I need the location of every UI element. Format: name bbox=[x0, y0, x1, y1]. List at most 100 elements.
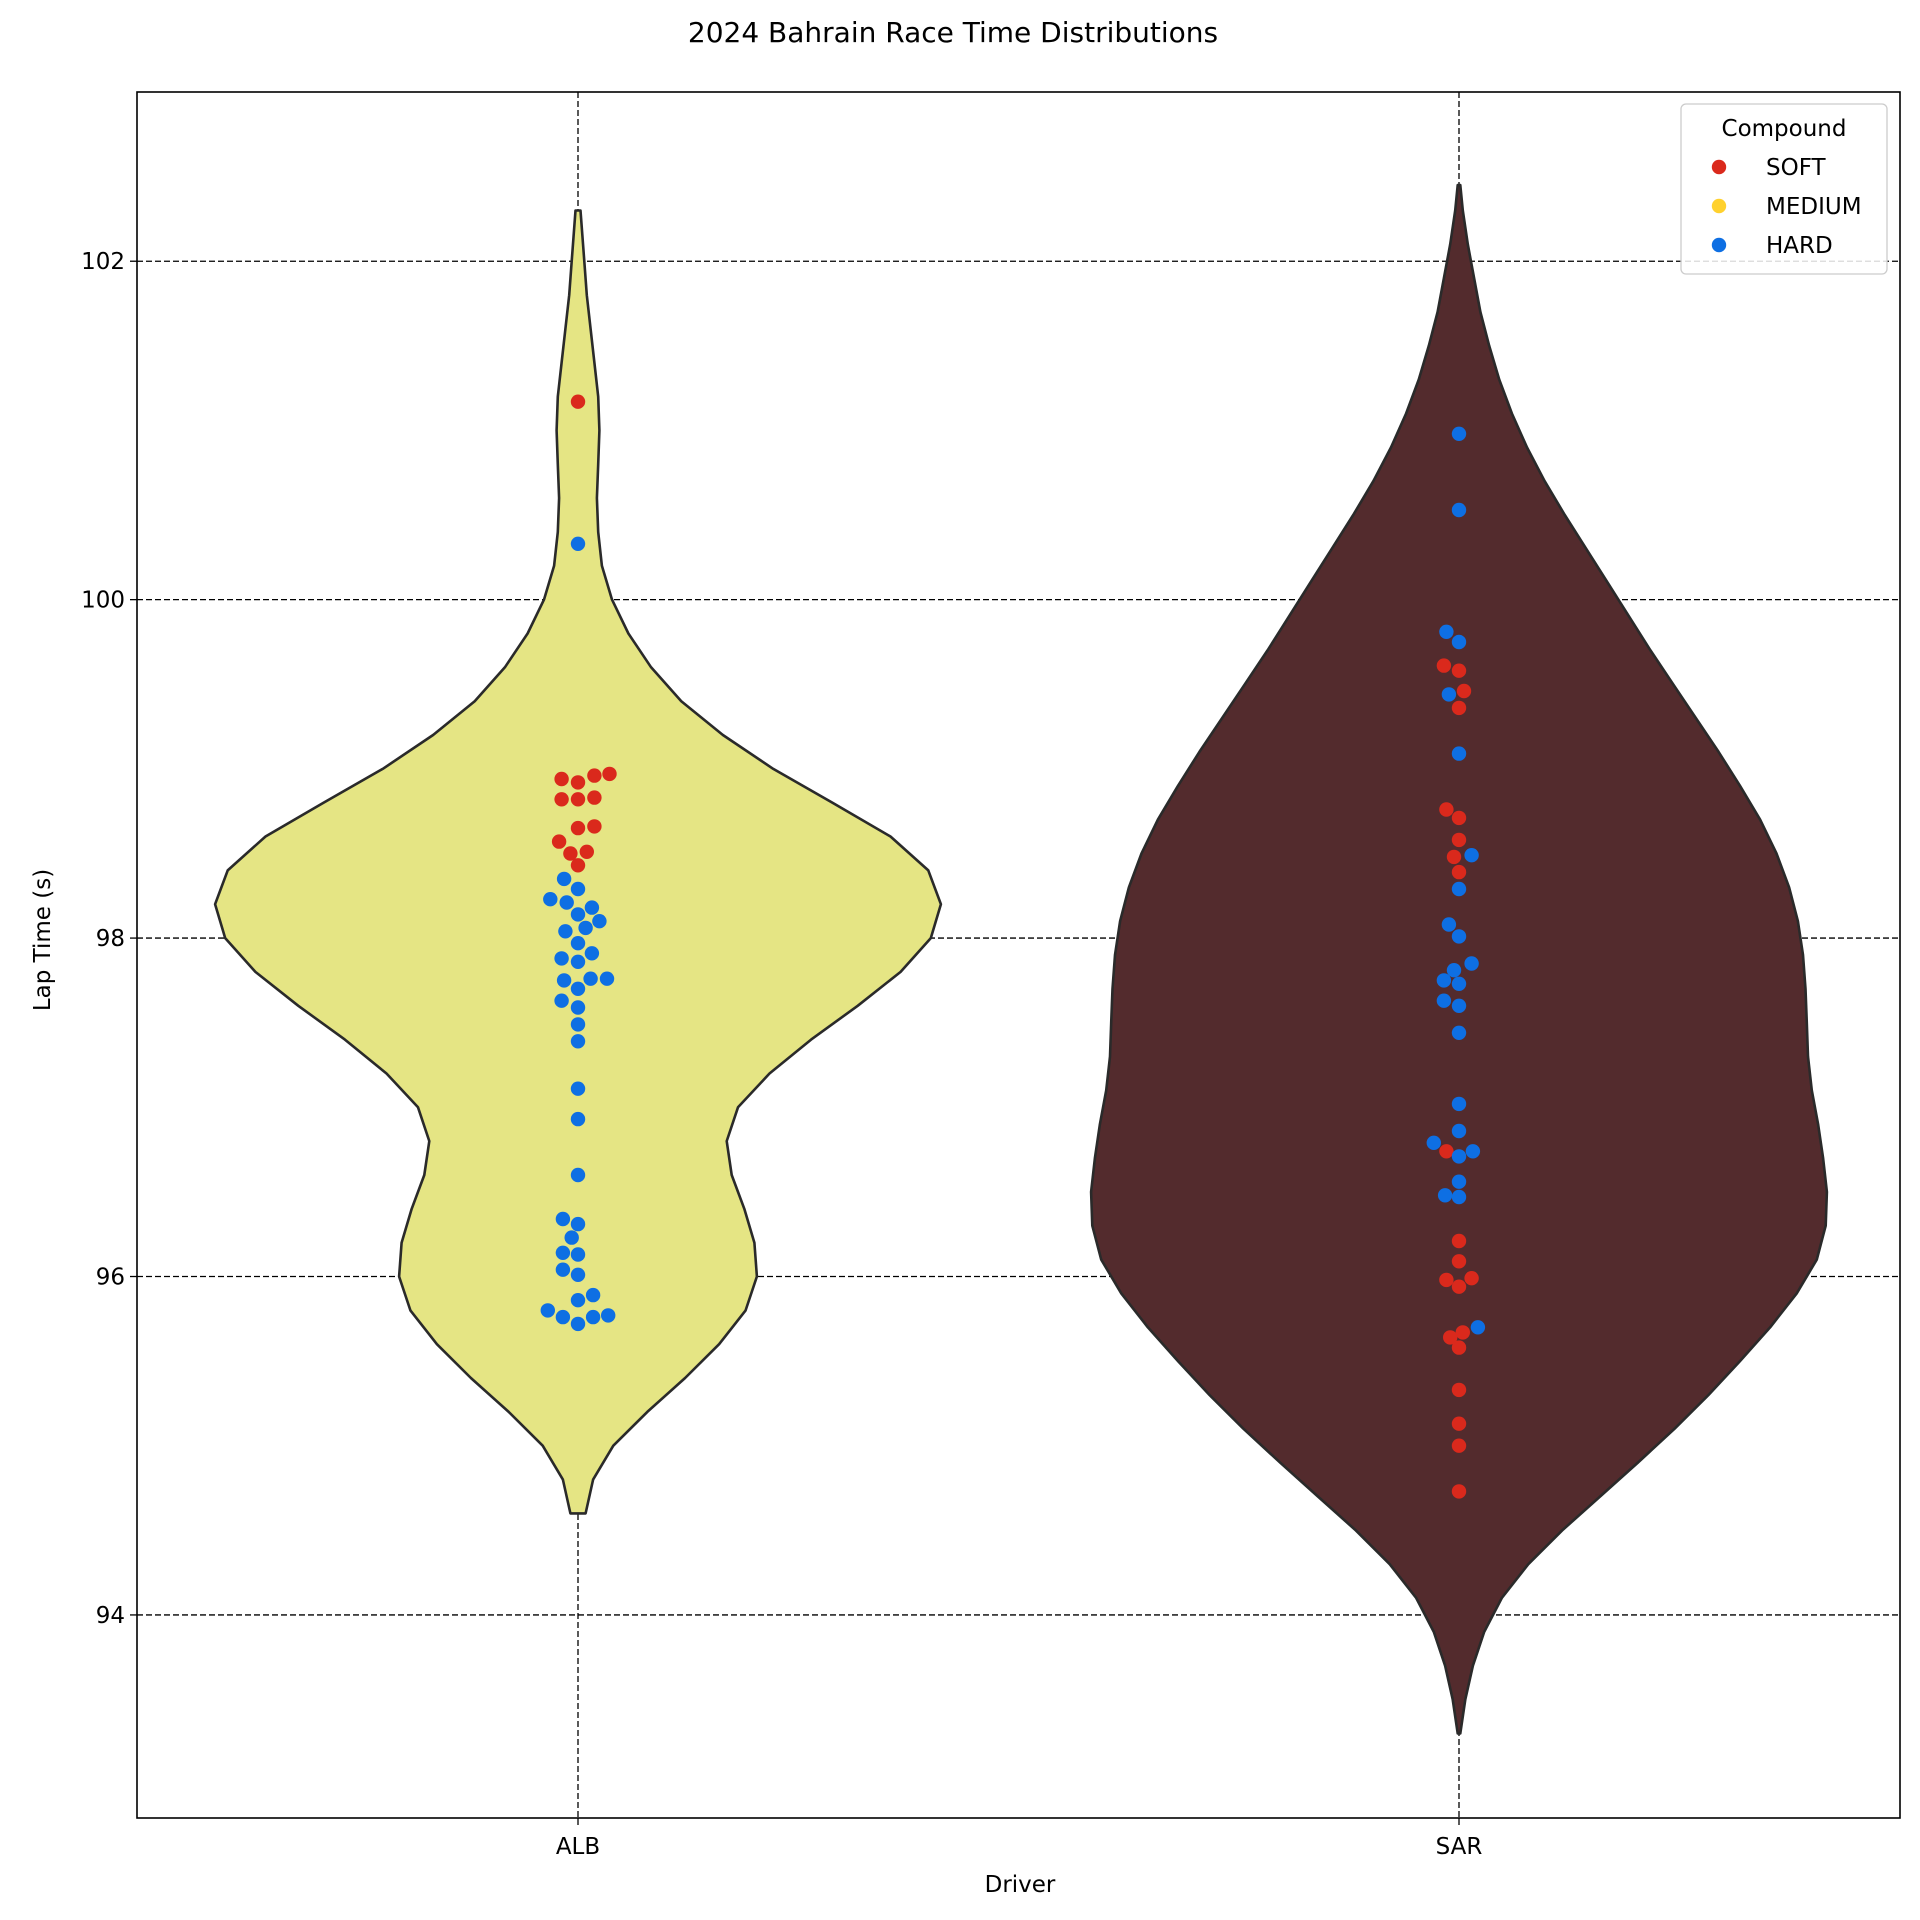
data-point-soft bbox=[570, 394, 586, 409]
data-point-soft bbox=[602, 766, 617, 782]
data-point-hard bbox=[1465, 1144, 1481, 1159]
data-point-hard bbox=[555, 1245, 571, 1261]
data-point-hard bbox=[1436, 993, 1452, 1008]
data-point-hard bbox=[554, 951, 569, 966]
legend-title: Compound bbox=[1722, 116, 1847, 142]
plot-frame bbox=[136, 91, 1901, 1819]
y-tick-label: 102 bbox=[81, 249, 125, 275]
data-point-hard bbox=[555, 1309, 571, 1325]
y-axis-label: Lap Time (s) bbox=[30, 869, 56, 1011]
legend-marker-soft bbox=[1711, 159, 1727, 175]
data-point-soft bbox=[587, 790, 602, 805]
data-point-hard bbox=[1451, 998, 1467, 1013]
data-point-soft bbox=[1443, 1330, 1458, 1345]
x-tick-label: SAR bbox=[1436, 1834, 1483, 1860]
data-point-hard bbox=[543, 892, 558, 907]
data-point-soft bbox=[1451, 1279, 1467, 1294]
data-point-hard bbox=[601, 1308, 616, 1323]
data-point-soft bbox=[563, 846, 578, 861]
data-point-soft bbox=[1451, 1233, 1467, 1249]
data-point-soft bbox=[1451, 864, 1467, 880]
data-point-hard bbox=[570, 1216, 586, 1232]
data-point-hard bbox=[1470, 1320, 1486, 1335]
data-point-hard bbox=[570, 1267, 586, 1283]
data-point-hard bbox=[556, 871, 572, 887]
data-point-hard bbox=[585, 1287, 601, 1303]
data-point-soft bbox=[1451, 1340, 1467, 1355]
data-point-hard bbox=[1451, 1189, 1467, 1205]
data-point-hard bbox=[1451, 1096, 1467, 1112]
data-point-hard bbox=[570, 954, 586, 969]
y-tick-label: 96 bbox=[96, 1265, 125, 1291]
data-point-hard bbox=[1441, 917, 1457, 932]
data-point-hard bbox=[556, 973, 572, 988]
data-point-hard bbox=[1451, 929, 1467, 944]
data-point-hard bbox=[559, 895, 574, 910]
data-point-hard bbox=[570, 1293, 586, 1308]
legend-box bbox=[1680, 103, 1888, 275]
data-point-soft bbox=[1451, 1382, 1467, 1398]
violins bbox=[213, 183, 1829, 1735]
data-point-soft bbox=[1451, 1416, 1467, 1431]
legend: Compound SOFT MEDIUM HARD bbox=[1680, 103, 1888, 275]
data-point-hard bbox=[1451, 502, 1467, 518]
violin-sar bbox=[1089, 183, 1829, 1735]
chart-title: 2024 Bahrain Race Time Distributions bbox=[688, 16, 1218, 49]
data-point-hard bbox=[1451, 1123, 1467, 1139]
data-point-soft bbox=[1439, 802, 1454, 817]
data-point-soft bbox=[551, 834, 567, 849]
x-tick-label: ALB bbox=[556, 1834, 600, 1860]
data-point-hard bbox=[558, 924, 573, 939]
data-point-soft bbox=[1451, 810, 1467, 826]
data-point-soft bbox=[1446, 849, 1462, 865]
data-point-hard bbox=[584, 946, 600, 961]
data-point-hard bbox=[599, 971, 615, 986]
data-point-hard bbox=[1426, 1135, 1442, 1151]
data-point-soft bbox=[1451, 1254, 1467, 1269]
data-point-soft bbox=[554, 771, 569, 787]
data-point-soft bbox=[587, 819, 602, 834]
legend-label-soft: SOFT bbox=[1766, 155, 1827, 181]
data-point-hard bbox=[1451, 1174, 1467, 1189]
data-point-hard bbox=[570, 1167, 586, 1183]
data-point-hard bbox=[1451, 1149, 1467, 1164]
data-point-hard bbox=[1436, 973, 1452, 988]
data-point-hard bbox=[570, 1017, 586, 1032]
data-point-hard bbox=[585, 1309, 601, 1325]
y-tick-label: 100 bbox=[81, 588, 125, 614]
data-point-hard bbox=[1451, 881, 1467, 897]
data-point-hard bbox=[554, 993, 569, 1008]
data-point-hard bbox=[570, 1111, 586, 1127]
legend-marker-hard bbox=[1711, 237, 1727, 253]
data-point-hard bbox=[1451, 634, 1467, 650]
data-point-hard bbox=[1446, 963, 1462, 978]
y-tick-label: 94 bbox=[96, 1603, 125, 1629]
data-point-hard bbox=[1439, 624, 1454, 639]
data-point-hard bbox=[570, 1000, 586, 1015]
data-point-hard bbox=[583, 971, 598, 986]
data-point-hard bbox=[570, 907, 586, 922]
data-point-hard bbox=[540, 1303, 555, 1318]
data-point-hard bbox=[570, 936, 586, 951]
data-point-hard bbox=[1451, 426, 1467, 441]
data-point-hard bbox=[1451, 1025, 1467, 1041]
data-point-soft bbox=[1451, 1438, 1467, 1453]
data-point-soft bbox=[1439, 1272, 1454, 1288]
data-point-hard bbox=[592, 914, 607, 929]
data-point-hard bbox=[1464, 848, 1479, 863]
data-point-hard bbox=[570, 536, 586, 551]
data-point-hard bbox=[555, 1211, 571, 1227]
data-point-soft bbox=[554, 792, 569, 807]
data-point-soft bbox=[570, 820, 586, 836]
legend-label-hard: HARD bbox=[1766, 233, 1833, 259]
data-point-hard bbox=[1464, 956, 1479, 971]
swarm-points bbox=[540, 394, 1486, 1499]
data-point-hard bbox=[570, 1081, 586, 1096]
data-point-hard bbox=[570, 1316, 586, 1332]
data-point-hard bbox=[1437, 1188, 1453, 1203]
x-axis-label: Driver bbox=[985, 1872, 1056, 1898]
data-point-soft bbox=[1439, 1144, 1454, 1159]
data-point-soft bbox=[570, 858, 586, 873]
